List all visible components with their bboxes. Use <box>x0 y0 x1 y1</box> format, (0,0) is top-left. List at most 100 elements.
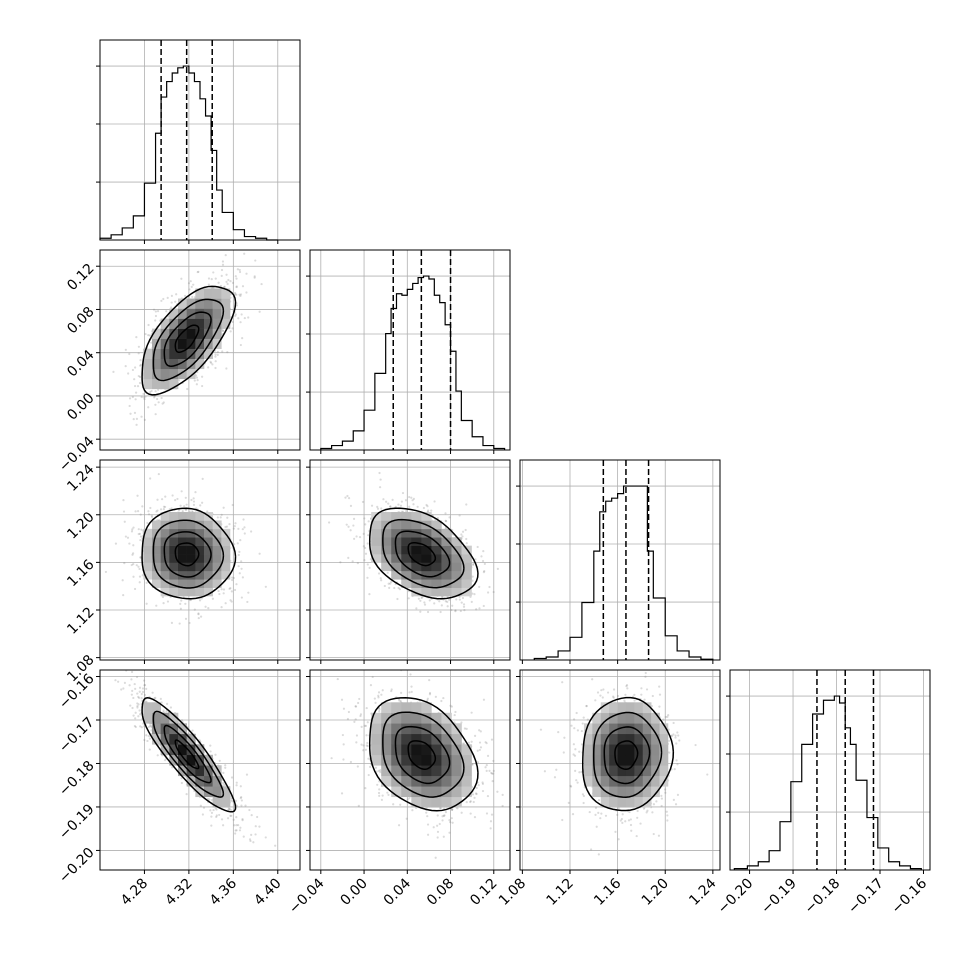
scatter-point <box>180 599 183 602</box>
scatter-point <box>207 277 211 280</box>
scatter-point <box>225 367 228 370</box>
scatter-point <box>184 496 187 499</box>
density-cell <box>195 562 205 572</box>
scatter-point <box>352 517 356 520</box>
scatter-point <box>483 562 486 566</box>
scatter-point <box>128 542 131 545</box>
density-cell <box>431 545 442 555</box>
scatter-point <box>327 521 331 524</box>
scatter-point <box>140 697 143 700</box>
contour-line <box>407 541 437 567</box>
scatter-point <box>256 815 259 819</box>
density-cell <box>169 528 179 538</box>
scatter-point <box>376 507 380 510</box>
scatter-point <box>224 766 227 769</box>
scatter-point <box>425 503 428 507</box>
density-cell <box>431 579 442 588</box>
density-cell <box>169 512 179 521</box>
panel-frame <box>729 669 931 871</box>
scatter-point <box>211 597 215 600</box>
density-cell <box>451 570 462 580</box>
scatter-point <box>391 498 394 501</box>
density-cell <box>371 537 382 546</box>
scatter-point <box>154 319 157 322</box>
scatter-point <box>378 471 381 475</box>
scatter-point <box>132 544 135 547</box>
scatter-point <box>147 510 150 513</box>
scatter-point <box>461 535 464 538</box>
scatter-point <box>169 706 173 709</box>
scatter-point <box>428 599 431 602</box>
scatter-point <box>187 282 191 285</box>
scatter-point <box>241 818 244 821</box>
scatter-point <box>130 530 134 533</box>
scatter-point <box>201 477 204 480</box>
scatter-point <box>224 525 227 529</box>
density-cell <box>178 358 187 370</box>
panel-content <box>100 670 300 870</box>
scatter-point <box>228 587 231 590</box>
density-cell <box>371 520 382 530</box>
scatter-point <box>382 498 385 501</box>
scatter-point <box>389 505 392 508</box>
scatter-point <box>238 293 241 296</box>
scatter-point <box>138 567 141 571</box>
scatter-point <box>234 314 237 317</box>
scatter-point <box>122 510 126 513</box>
scatter-point <box>133 587 137 591</box>
density-cell <box>421 579 432 588</box>
density-cell <box>431 528 442 538</box>
density-cell <box>195 288 205 299</box>
scatter-point <box>214 355 217 358</box>
scatter-point <box>221 260 225 263</box>
density-cell <box>221 562 231 572</box>
density-cell <box>204 298 213 309</box>
scatter-point <box>156 397 159 401</box>
scatter-point <box>475 608 478 611</box>
scatter-point <box>377 572 381 575</box>
density-cell <box>186 579 196 588</box>
scatter-point <box>385 500 388 503</box>
scatter-point <box>358 536 362 539</box>
scatter-point <box>225 280 228 283</box>
scatter-point <box>164 495 167 498</box>
scatter-point <box>397 586 400 590</box>
scatter-point <box>150 725 153 728</box>
scatter-point <box>472 562 475 565</box>
scatter-point <box>129 412 132 415</box>
scatter-point <box>258 552 261 555</box>
scatter-point <box>123 561 126 565</box>
scatter-point <box>238 572 241 575</box>
scatter-point <box>233 524 236 528</box>
scatter-point <box>137 374 140 378</box>
scatter-point <box>246 600 249 604</box>
density-cell <box>160 570 170 580</box>
scatter-point <box>222 329 225 332</box>
scatter-point <box>132 563 135 566</box>
density-cell <box>212 545 222 555</box>
density-cell <box>461 570 472 580</box>
scatter-point <box>243 526 246 529</box>
scatter-point <box>117 680 120 683</box>
scatter-point <box>134 510 137 513</box>
scatter-point <box>465 537 468 541</box>
density-cell <box>212 570 222 580</box>
scatter-point <box>156 498 159 501</box>
scatter-point <box>138 575 142 578</box>
scatter-point <box>112 370 115 373</box>
scatter-point <box>114 542 118 545</box>
scatter-point <box>188 621 191 625</box>
scatter-point <box>156 509 159 512</box>
density-cell <box>178 368 187 380</box>
scatter-point <box>179 602 182 605</box>
scatter-point <box>180 490 183 493</box>
scatter-point <box>241 576 244 579</box>
scatter-point <box>191 295 194 299</box>
scatter-point <box>135 564 138 567</box>
scatter-point <box>394 505 397 508</box>
scatter-point <box>396 597 399 601</box>
scatter-point <box>179 607 182 610</box>
scatter-point <box>240 799 243 802</box>
scatter-point <box>134 398 137 401</box>
scatter-point <box>225 525 229 528</box>
